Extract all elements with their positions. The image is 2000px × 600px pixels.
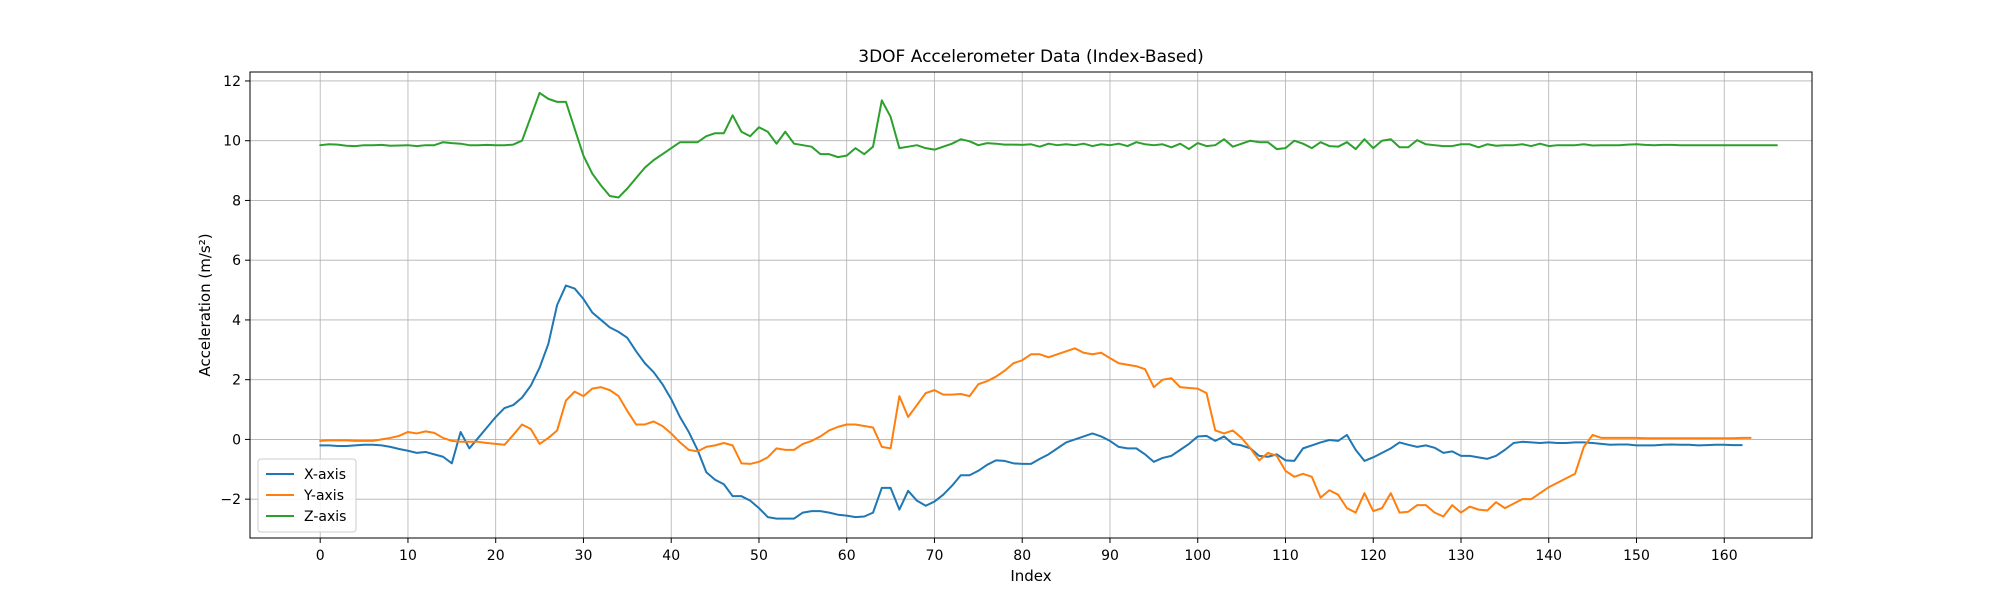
y-tick-label: 12 bbox=[223, 74, 241, 90]
plot-frame bbox=[249, 71, 1813, 539]
x-tick-label: 70 bbox=[926, 548, 944, 564]
x-tick-label: 10 bbox=[399, 548, 417, 564]
chart-title: 3DOF Accelerometer Data (Index-Based) bbox=[858, 47, 1203, 67]
y-tick-label: 6 bbox=[232, 253, 241, 269]
x-tick-label: 120 bbox=[1360, 548, 1387, 564]
x-tick-label: 30 bbox=[575, 548, 593, 564]
x-tick-label: 60 bbox=[838, 548, 856, 564]
x-tick-label: 110 bbox=[1272, 548, 1299, 564]
legend-label: X-axis bbox=[304, 467, 346, 483]
legend-label: Z-axis bbox=[304, 509, 346, 525]
x-tick-label: 160 bbox=[1711, 548, 1738, 564]
x-tick-label: 140 bbox=[1535, 548, 1562, 564]
series-line-x-axis bbox=[319, 284, 1743, 520]
y-tick-label: −2 bbox=[220, 492, 241, 508]
x-tick-label: 100 bbox=[1184, 548, 1211, 564]
axis-ticks: 0 10 20 30 40 50 60 70 80 90 100 110 120 130 140 150 160… bbox=[220, 74, 1737, 564]
x-axis-label: Index bbox=[1010, 567, 1051, 585]
y-tick-label: 10 bbox=[223, 134, 241, 150]
x-tick-label: 40 bbox=[662, 548, 680, 564]
x-tick-label: 130 bbox=[1448, 548, 1475, 564]
legend: X-axis Y-axis Z-axis bbox=[257, 458, 357, 533]
x-tick-label: 80 bbox=[1013, 548, 1031, 564]
series-line-y-axis bbox=[319, 347, 1752, 518]
x-tick-label: 20 bbox=[487, 548, 505, 564]
series-line-z-axis bbox=[319, 91, 1778, 199]
y-tick-label: 4 bbox=[232, 313, 241, 329]
grid-lines bbox=[250, 72, 1812, 538]
y-tick-label: 8 bbox=[232, 193, 241, 209]
x-tick-label: 90 bbox=[1101, 548, 1119, 564]
y-axis-label: Acceleration (m/s²) bbox=[196, 233, 214, 376]
x-tick-label: 0 bbox=[316, 548, 325, 564]
y-tick-label: 2 bbox=[232, 373, 241, 389]
series-lines bbox=[319, 91, 1778, 520]
x-tick-label: 150 bbox=[1623, 548, 1650, 564]
x-tick-label: 50 bbox=[750, 548, 768, 564]
legend-box bbox=[257, 458, 357, 533]
y-tick-label: 0 bbox=[232, 432, 241, 448]
legend-label: Y-axis bbox=[303, 488, 344, 504]
